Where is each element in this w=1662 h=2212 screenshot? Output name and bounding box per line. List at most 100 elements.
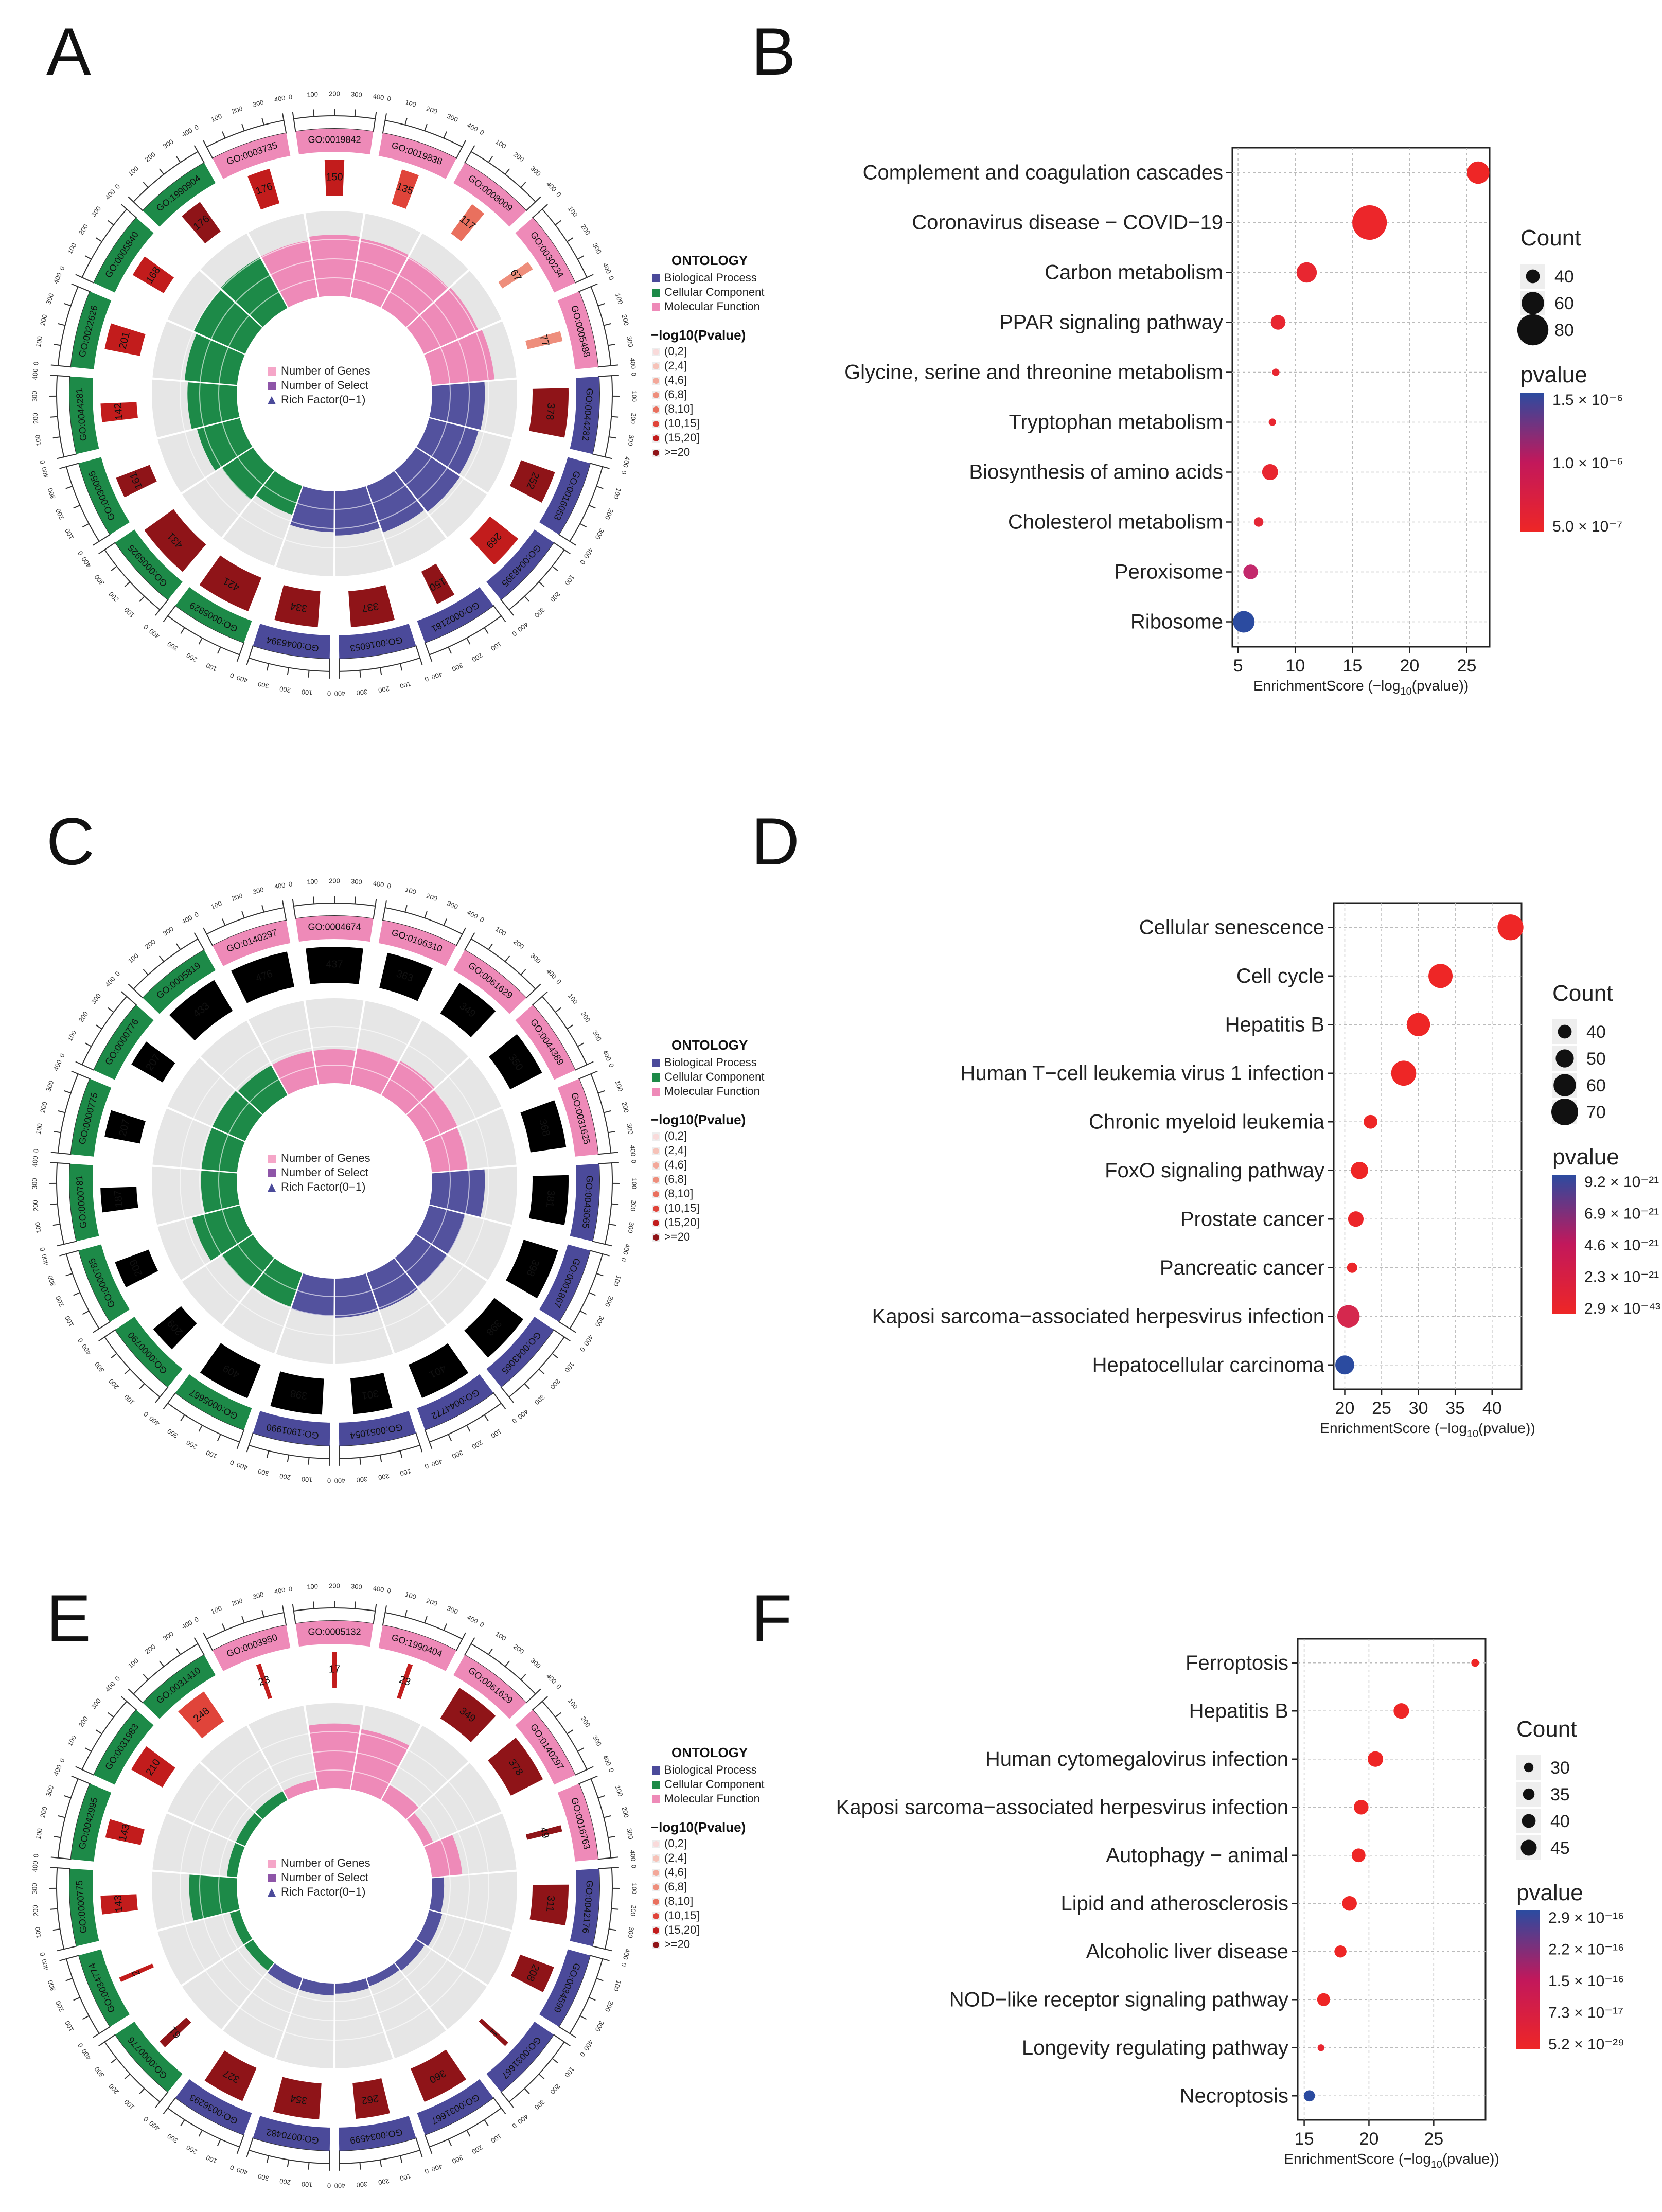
ontology-key <box>652 303 660 311</box>
tick-mark <box>552 565 558 571</box>
x-axis-title-tail: (pvalue)) <box>1478 1420 1535 1436</box>
tick-label: 300 <box>30 391 38 402</box>
tick-label: 400 <box>274 881 286 891</box>
tick-mark <box>222 131 226 138</box>
pvalue-key <box>653 435 659 441</box>
x-axis-title-tail: (pvalue)) <box>1442 2151 1499 2167</box>
color-legend-label: 5.2 × 10⁻²⁹ <box>1548 2036 1624 2053</box>
tick-mark <box>354 896 356 904</box>
term-label: Autophagy − animal <box>1106 1844 1288 1867</box>
tick-label: 400 <box>622 1243 632 1256</box>
rich-bar <box>395 1939 425 1971</box>
tick-mark <box>354 109 356 117</box>
color-legend-label: 5.0 × 10⁻⁷ <box>1552 518 1622 535</box>
rich-bar <box>351 238 409 308</box>
tick-label: 100 <box>404 886 417 896</box>
tick-mark <box>158 168 165 175</box>
tick-mark <box>354 1601 356 1609</box>
pvalue-key <box>653 378 659 384</box>
genes-key <box>268 1155 276 1163</box>
tick-mark <box>121 1696 127 1702</box>
size-legend-label: 40 <box>1550 1812 1570 1831</box>
tick-mark <box>424 123 428 131</box>
pvalue-key <box>653 1206 659 1212</box>
tick-mark <box>82 1310 90 1315</box>
tick-mark <box>535 196 541 202</box>
tick-mark <box>524 596 530 602</box>
tick-mark <box>50 1867 58 1869</box>
tick-mark <box>504 1660 510 1667</box>
panel-A: A 0 100 200 300 400 GO:0019842 150 400 100 200 300 4… <box>30 14 764 698</box>
tick-mark <box>567 237 574 242</box>
term-label: Tryptophan metabolism <box>1009 411 1223 434</box>
tick-mark <box>508 609 514 616</box>
pvalue-key <box>653 450 659 456</box>
tick-mark <box>379 1455 382 1462</box>
rich-bar <box>255 1791 288 1819</box>
tick-label: 0 <box>38 1247 46 1252</box>
tick-mark <box>58 1815 65 1818</box>
genes-bar <box>506 1240 558 1299</box>
tick-label: 100 <box>307 1582 319 1591</box>
go-band <box>570 1163 599 1242</box>
rich-bar <box>256 471 303 515</box>
ontology-key <box>652 1088 660 1096</box>
tick-mark <box>589 1291 596 1296</box>
rich-bar <box>406 1813 433 1846</box>
genes-bar <box>247 168 280 210</box>
tick-mark <box>609 1928 616 1931</box>
pvalue-key <box>653 1148 659 1154</box>
inner-legend-label: Number of Genes <box>281 364 370 377</box>
tick-mark <box>611 375 619 377</box>
x-tick-label: 25 <box>1457 656 1477 676</box>
tick-label: 200 <box>31 1200 40 1212</box>
go-band <box>70 291 112 369</box>
tick-label: 100 <box>301 2180 313 2189</box>
genes-value: 311 <box>544 1895 557 1913</box>
rich-bar <box>366 1963 399 1986</box>
rich-bar <box>429 1169 485 1217</box>
go-id-label: GO:0005132 <box>308 1626 361 1637</box>
tick-label: 300 <box>257 1467 270 1478</box>
tick-mark <box>508 2101 514 2108</box>
term-point <box>1337 1305 1360 1328</box>
tick-mark <box>609 1224 616 1226</box>
tick-mark <box>488 1648 493 1655</box>
rich-bar <box>381 1060 435 1114</box>
rich-bar <box>272 1051 318 1095</box>
color-legend-title: pvalue <box>1516 1880 1583 1905</box>
tick-label: 400 <box>236 674 249 684</box>
rich-bar <box>194 290 262 354</box>
size-key <box>1526 269 1540 284</box>
go-band <box>378 133 456 179</box>
ontology-legend-label: Cellular Component <box>664 1070 764 1083</box>
tick-mark <box>524 1383 530 1389</box>
tick-label: 200 <box>39 1101 49 1114</box>
tick-mark <box>180 2119 185 2127</box>
term-label: Carbon metabolism <box>1045 261 1223 284</box>
go-band <box>417 2079 493 2135</box>
tick-mark <box>128 1688 134 1694</box>
tick-mark <box>111 2058 117 2063</box>
tick-label: 200 <box>231 1597 243 1607</box>
size-legend-title: Count <box>1552 981 1613 1006</box>
ontology-key <box>652 289 660 297</box>
tick-label: 100 <box>399 1467 412 1478</box>
tick-mark <box>590 283 598 287</box>
tick-mark <box>567 1729 574 1735</box>
ontology-key <box>652 1059 660 1067</box>
pvalue-legend-label: (8,10] <box>664 402 693 415</box>
tick-mark <box>448 2139 452 2146</box>
tick-mark <box>175 1648 181 1655</box>
go-band <box>70 1078 112 1157</box>
x-tick-label: 15 <box>1295 2129 1314 2149</box>
genes-bar <box>352 2078 390 2119</box>
tick-mark <box>538 581 545 587</box>
rich-bar <box>335 1273 378 1318</box>
tick-mark <box>524 2088 530 2094</box>
go-band <box>295 129 374 155</box>
